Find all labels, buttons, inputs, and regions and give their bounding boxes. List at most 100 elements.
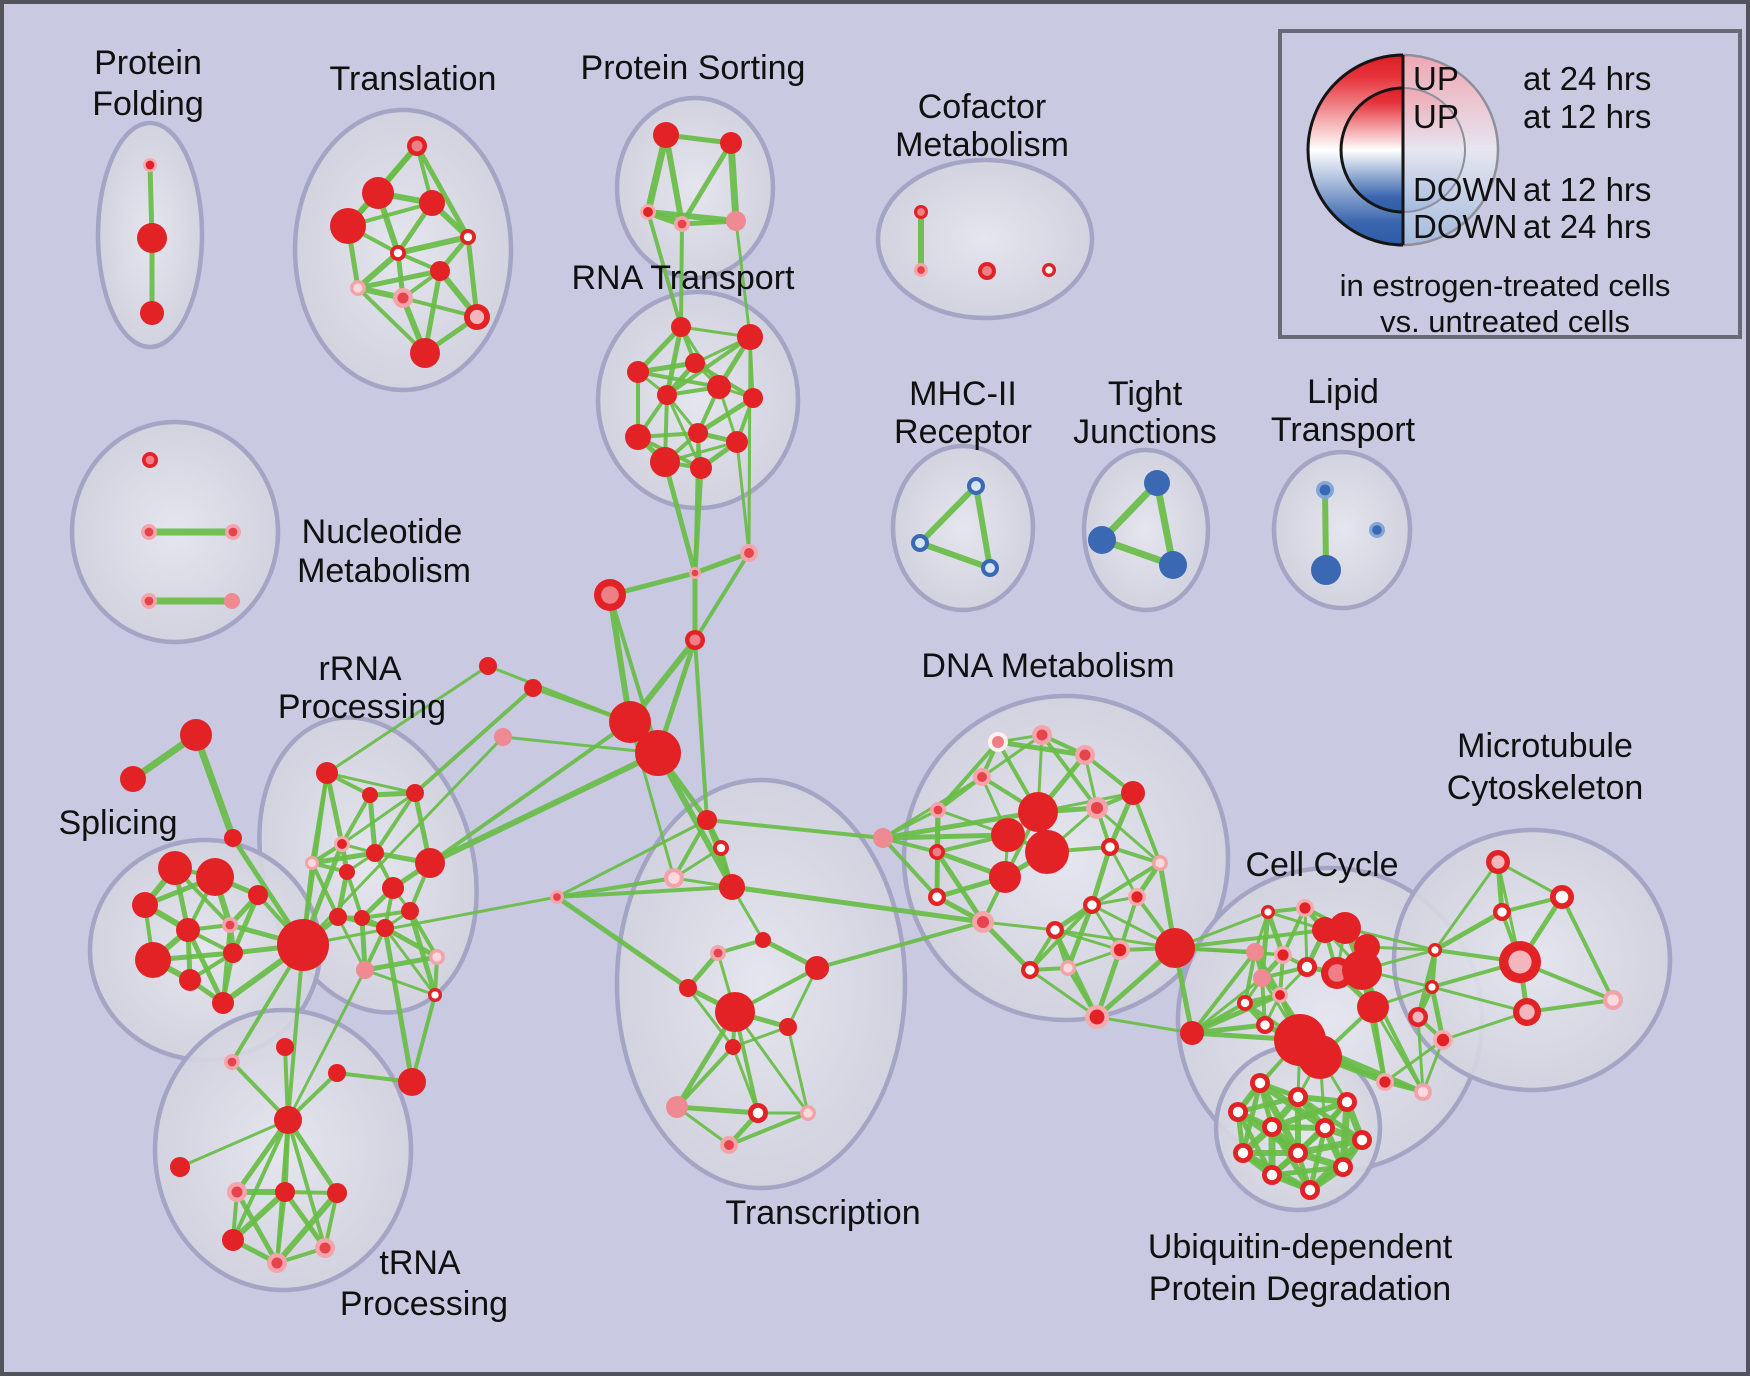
network-node[interactable]	[1376, 1073, 1394, 1091]
network-node[interactable]	[366, 844, 384, 862]
network-node[interactable]	[170, 1157, 190, 1177]
network-node[interactable]	[679, 979, 697, 997]
network-node[interactable]	[1513, 998, 1541, 1026]
network-node[interactable]	[657, 385, 677, 405]
network-node[interactable]	[1110, 940, 1130, 960]
network-node[interactable]	[873, 828, 893, 848]
network-node[interactable]	[1428, 943, 1442, 957]
network-node[interactable]	[180, 719, 212, 751]
network-node[interactable]	[635, 730, 681, 776]
network-node[interactable]	[1357, 991, 1389, 1023]
network-node[interactable]	[1155, 928, 1195, 968]
network-node[interactable]	[1300, 1180, 1320, 1200]
network-node[interactable]	[674, 216, 690, 232]
network-node[interactable]	[666, 1096, 688, 1118]
network-node[interactable]	[1144, 470, 1170, 496]
network-node[interactable]	[713, 840, 729, 856]
network-node[interactable]	[1086, 797, 1108, 819]
network-node[interactable]	[176, 918, 200, 942]
network-node[interactable]	[132, 892, 158, 918]
network-node[interactable]	[222, 917, 238, 933]
network-node[interactable]	[978, 262, 996, 280]
network-node[interactable]	[140, 301, 164, 325]
network-node[interactable]	[524, 679, 542, 697]
network-node[interactable]	[653, 122, 679, 148]
network-node[interactable]	[748, 1103, 768, 1123]
network-node[interactable]	[1603, 990, 1623, 1010]
network-node[interactable]	[1085, 1005, 1109, 1029]
network-node[interactable]	[1433, 1030, 1453, 1050]
network-node[interactable]	[1262, 1117, 1282, 1137]
network-node[interactable]	[158, 851, 192, 885]
network-node[interactable]	[1486, 850, 1510, 874]
network-node[interactable]	[362, 177, 394, 209]
network-node[interactable]	[1274, 946, 1292, 964]
network-node[interactable]	[1298, 1035, 1342, 1079]
network-node[interactable]	[248, 885, 268, 905]
network-node[interactable]	[550, 890, 564, 904]
network-node[interactable]	[401, 902, 419, 920]
network-node[interactable]	[725, 1039, 741, 1055]
network-node[interactable]	[715, 992, 755, 1032]
network-node[interactable]	[1316, 481, 1334, 499]
network-node[interactable]	[274, 1106, 302, 1134]
network-node[interactable]	[390, 245, 406, 261]
network-node[interactable]	[316, 762, 338, 784]
network-node[interactable]	[726, 431, 748, 453]
network-node[interactable]	[142, 452, 158, 468]
network-node[interactable]	[1046, 921, 1064, 939]
network-node[interactable]	[1060, 960, 1076, 976]
network-node[interactable]	[1083, 896, 1101, 914]
network-node[interactable]	[1329, 912, 1361, 944]
network-node[interactable]	[339, 864, 355, 880]
network-node[interactable]	[1262, 1165, 1282, 1185]
network-node[interactable]	[1315, 1118, 1335, 1138]
network-node[interactable]	[671, 317, 691, 337]
network-node[interactable]	[1333, 1157, 1353, 1177]
network-node[interactable]	[224, 829, 242, 847]
network-node[interactable]	[398, 1068, 426, 1096]
network-node[interactable]	[914, 205, 928, 219]
network-node[interactable]	[479, 657, 497, 675]
network-node[interactable]	[1288, 1087, 1308, 1107]
network-node[interactable]	[1180, 1021, 1204, 1045]
network-node[interactable]	[407, 136, 427, 156]
network-node[interactable]	[223, 943, 243, 963]
network-node[interactable]	[1018, 792, 1058, 832]
network-node[interactable]	[410, 338, 440, 368]
network-node[interactable]	[1296, 899, 1314, 917]
network-node[interactable]	[989, 861, 1021, 893]
network-node[interactable]	[1311, 555, 1341, 585]
network-node[interactable]	[179, 969, 201, 991]
network-node[interactable]	[929, 844, 945, 860]
network-node[interactable]	[362, 787, 378, 803]
network-node[interactable]	[212, 992, 234, 1014]
network-node[interactable]	[1228, 1102, 1248, 1122]
network-node[interactable]	[227, 1182, 247, 1202]
network-node[interactable]	[350, 280, 366, 296]
network-node[interactable]	[627, 361, 649, 383]
network-node[interactable]	[688, 423, 708, 443]
network-node[interactable]	[356, 961, 374, 979]
network-node[interactable]	[1414, 1083, 1432, 1101]
network-node[interactable]	[224, 593, 240, 609]
network-node[interactable]	[1272, 987, 1288, 1003]
network-node[interactable]	[382, 877, 404, 899]
network-node[interactable]	[805, 956, 829, 980]
network-node[interactable]	[743, 388, 763, 408]
network-node[interactable]	[911, 534, 929, 552]
network-node[interactable]	[609, 701, 651, 743]
network-node[interactable]	[1408, 1007, 1428, 1027]
network-node[interactable]	[267, 1253, 287, 1273]
network-node[interactable]	[1499, 941, 1541, 983]
network-node[interactable]	[1101, 838, 1119, 856]
network-node[interactable]	[330, 208, 366, 244]
network-node[interactable]	[1337, 1092, 1357, 1112]
network-node[interactable]	[1128, 888, 1146, 906]
network-node[interactable]	[1159, 551, 1187, 579]
network-node[interactable]	[1075, 745, 1095, 765]
network-node[interactable]	[991, 818, 1025, 852]
network-node[interactable]	[685, 630, 705, 650]
network-node[interactable]	[460, 229, 476, 245]
network-node[interactable]	[305, 856, 319, 870]
